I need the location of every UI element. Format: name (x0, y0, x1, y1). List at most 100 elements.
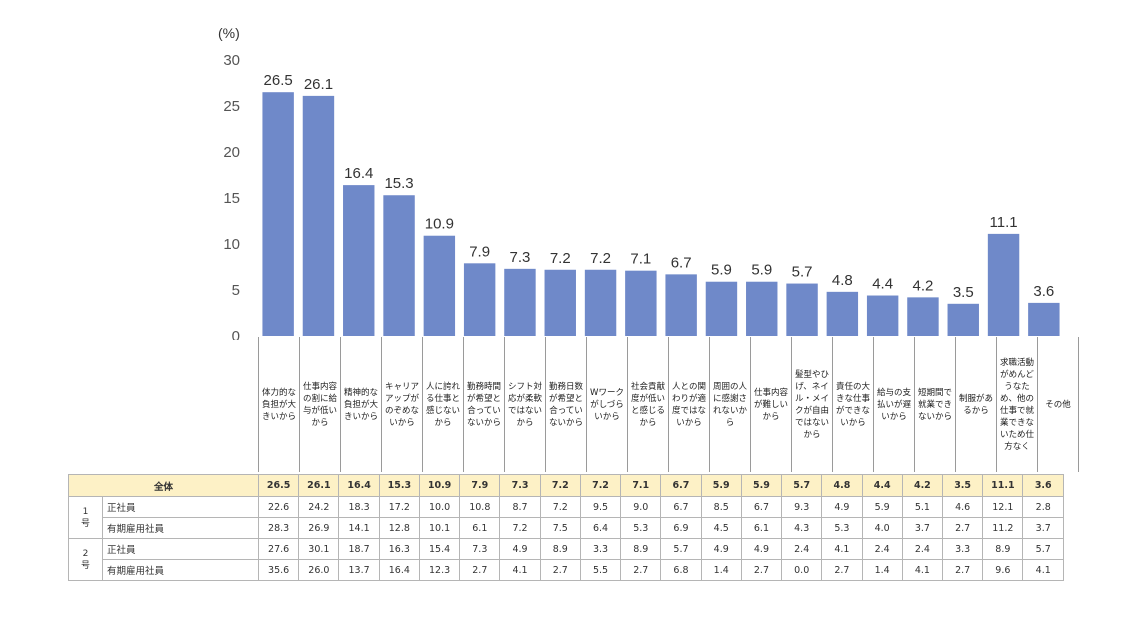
table-cell: 2.4 (861, 538, 903, 560)
category-label: 求職活動がめんどうなため、他の仕事で就業できないため仕方なく (999, 357, 1034, 452)
category-cell: 精神的な負担が大きいから (340, 337, 381, 472)
table-cell: 6.9 (660, 517, 702, 539)
table-cell: 6.7 (740, 496, 783, 518)
table-cell: 4.6 (941, 496, 984, 518)
table-cell: 3.5 (941, 474, 984, 497)
category-cell: 勤務時間が希望と合っていないから (463, 337, 504, 472)
bar (866, 295, 899, 336)
table-cell: 4.8 (821, 474, 863, 497)
y-unit-label: (%) (218, 25, 240, 41)
table-cell: 8.5 (700, 496, 742, 518)
table-cell: 4.3 (781, 517, 823, 539)
row-label: 有期雇用社員 (101, 559, 260, 581)
category-cell: 体力的な負担が大きいから (258, 337, 299, 472)
table-cell: 10.1 (418, 517, 461, 539)
category-label: 勤務時間が希望と合っていないから (466, 381, 501, 428)
category-label: Wワークがしづらいから (590, 387, 624, 422)
data-label: 7.9 (469, 243, 490, 260)
table-cell: 2.8 (1022, 496, 1064, 518)
category-cell: 人との関わりが適度ではないから (668, 337, 709, 472)
table-cell: 3.6 (1022, 474, 1064, 497)
category-label: キャリアアップがのぞめないから (384, 381, 419, 428)
category-cell: 求職活動がめんどうなため、他の仕事で就業できないため仕方なく (996, 337, 1037, 472)
data-label: 3.6 (1033, 283, 1054, 300)
table-cell: 7.2 (579, 474, 622, 497)
table-row: 1 号正社員 22.6 24.2 18.3 17.2 10.0 10.8 8.7 7.2 9.5 9… (68, 496, 1064, 539)
table-cell: 3.7 (1022, 517, 1064, 539)
bar (625, 270, 657, 336)
table-cell: 4.9 (821, 496, 863, 518)
table-cell: 7.5 (539, 517, 581, 539)
table-cell: 26.0 (298, 559, 340, 581)
value-labels: 26.5 26.1 16.4 15.3 10.9 7.9 7.3 7.2 7.2 7.1 6.7 5.… (264, 72, 1055, 301)
bar (302, 95, 335, 336)
table-cell: 6.8 (660, 559, 702, 581)
category-cell: 給与の支払いが遅いから (873, 337, 914, 472)
table-cell: 9.5 (579, 496, 622, 518)
table-cell: 7.9 (459, 474, 501, 497)
row-label: 正社員 (101, 538, 260, 560)
category-cell: 勤務日数が希望と合っていないから (545, 337, 586, 472)
table-cell: 7.2 (539, 496, 581, 518)
table-cell: 9.0 (620, 496, 662, 518)
table-row-total: 全体 26.5 26.1 16.4 15.3 10.9 7.9 7.3 7.2 7.2 7.1 6.7… (67, 474, 1064, 497)
bar (343, 185, 375, 336)
table-cell: 8.7 (499, 496, 541, 518)
table-cell: 27.6 (258, 538, 300, 560)
y-tick-label: 5 (232, 282, 240, 299)
table-cell: 6.7 (660, 496, 702, 518)
data-label: 15.3 (384, 175, 413, 192)
table-cell: 7.1 (620, 474, 662, 497)
bar (544, 269, 576, 336)
table-cell: 10.9 (418, 474, 461, 497)
group-label: 2 号 (68, 538, 103, 581)
table-row: 2 号正社員 27.6 30.1 18.7 16.3 15.4 7.3 4.9 8.9 3.3 8.… (68, 538, 1064, 581)
y-tick-label: 10 (223, 236, 240, 253)
table-cell: 12.3 (418, 559, 461, 581)
table-cell: 5.7 (660, 538, 702, 560)
table-cell: 13.7 (338, 559, 380, 581)
y-axis-ticks: 0 5 10 15 20 25 30 (223, 52, 240, 340)
table-cell: 3.3 (579, 538, 622, 560)
table-cell: 4.1 (901, 559, 944, 581)
category-cell: 短期間で就業できないから (914, 337, 955, 472)
table-cell: 26.5 (258, 474, 300, 497)
category-cell: キャリアアップがのぞめないから (381, 337, 422, 472)
data-label: 4.8 (832, 272, 853, 289)
table-cell: 7.2 (499, 517, 541, 539)
data-table: 全体 26.5 26.1 16.4 15.3 10.9 7.9 7.3 7.2 7.2 7.1 6.7… (67, 474, 1064, 581)
table-cell: 15.4 (418, 538, 461, 560)
table-cell: 12.1 (982, 496, 1024, 518)
table-cell: 1.4 (861, 559, 903, 581)
bar (584, 269, 617, 336)
bar (705, 281, 738, 336)
table-cell: 8.9 (539, 538, 581, 560)
bar (947, 303, 979, 336)
table-cell: 4.1 (1022, 559, 1064, 581)
table-cell: 5.9 (700, 474, 742, 497)
category-label: 人に誇れる仕事と感じないから (425, 381, 460, 428)
table-cell: 7.2 (539, 474, 581, 497)
table-cell: 4.5 (700, 517, 742, 539)
category-label: 体力的な負担が大きいから (261, 387, 296, 422)
table-cell: 2.7 (459, 559, 501, 581)
category-label: 短期間で就業できないから (917, 387, 952, 422)
table-cell: 5.3 (821, 517, 863, 539)
bar (907, 297, 939, 336)
category-label: 精神的な負担が大きいから (343, 387, 378, 422)
data-label: 5.9 (751, 262, 772, 279)
table-cell: 4.9 (499, 538, 541, 560)
table-cell: 5.1 (901, 496, 944, 518)
data-label: 10.9 (425, 216, 454, 233)
table-cell: 26.9 (298, 517, 340, 539)
data-label: 5.9 (711, 262, 732, 279)
table-cell: 2.7 (941, 559, 984, 581)
table-row: 有期雇用社員 28.3 26.9 14.1 12.8 10.1 6.1 7.2 7.5 6.4 5.… (69, 517, 1064, 539)
bar (786, 283, 818, 336)
category-label: 周囲の人に感謝されないから (712, 381, 747, 428)
table-cell: 28.3 (258, 517, 300, 539)
bar (423, 235, 456, 336)
data-label: 5.7 (792, 264, 813, 281)
table-cell: 4.9 (700, 538, 742, 560)
bar (987, 233, 1020, 336)
